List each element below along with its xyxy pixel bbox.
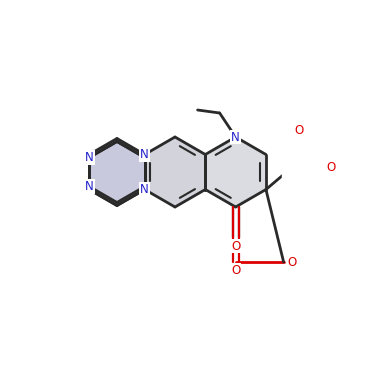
Text: O: O: [326, 161, 336, 174]
Text: O: O: [231, 263, 240, 276]
Text: O: O: [287, 256, 296, 269]
Text: O: O: [231, 239, 240, 252]
Text: N: N: [231, 131, 240, 144]
Text: O: O: [294, 124, 303, 137]
Text: N: N: [85, 180, 94, 193]
Text: N: N: [140, 148, 149, 161]
Polygon shape: [89, 141, 145, 205]
Text: N: N: [140, 183, 149, 196]
Polygon shape: [205, 137, 266, 207]
Polygon shape: [89, 141, 145, 205]
Text: N: N: [140, 183, 149, 196]
Polygon shape: [145, 137, 205, 207]
Text: N: N: [85, 151, 94, 164]
Polygon shape: [89, 138, 145, 202]
Text: N: N: [140, 148, 149, 161]
